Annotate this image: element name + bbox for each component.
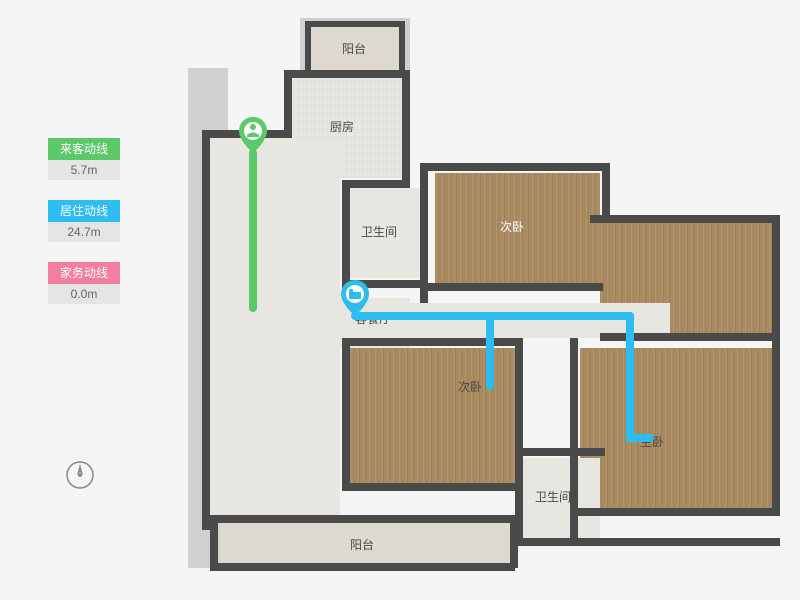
legend-item-living: 居住动线 24.7m (48, 200, 120, 242)
wall (515, 538, 780, 546)
legend-label-living: 居住动线 (48, 200, 120, 222)
legend-item-housework: 家务动线 0.0m (48, 262, 120, 304)
legend-value-living: 24.7m (48, 222, 120, 242)
wall (305, 21, 405, 27)
wall (402, 70, 410, 185)
wall (210, 563, 515, 571)
label-bedroom-sw: 次卧 (458, 378, 482, 395)
legend: 来客动线 5.7m 居住动线 24.7m 家务动线 0.0m (48, 138, 120, 324)
wall (600, 333, 780, 341)
wall (284, 70, 409, 78)
room-bedroom-sw (350, 348, 515, 483)
marker-bed (341, 280, 369, 316)
label-bathroom1: 卫生间 (361, 223, 397, 240)
wall (342, 180, 410, 188)
wall (570, 508, 780, 516)
legend-item-guest: 来客动线 5.7m (48, 138, 120, 180)
wall (284, 70, 292, 138)
label-bedroom-master: 主卧 (640, 433, 664, 450)
legend-label-housework: 家务动线 (48, 262, 120, 284)
wall (305, 21, 311, 71)
label-kitchen: 厨房 (330, 118, 354, 135)
wall (420, 163, 428, 303)
wall (590, 215, 780, 223)
wall (420, 163, 610, 171)
room-bedroom-master (580, 348, 775, 513)
wall (428, 283, 603, 291)
wall (202, 515, 517, 523)
wall (602, 163, 610, 223)
wall (515, 338, 523, 538)
wall (202, 130, 210, 530)
label-bedroom-nw: 次卧 (500, 218, 524, 235)
wall (342, 338, 522, 346)
wall (772, 215, 780, 515)
label-balcony-bottom: 阳台 (350, 536, 374, 553)
floorplan: 阳台 厨房 客餐厅 卫生间 次卧 次卧 次卧 主卧 卫生间 阳台 (180, 18, 780, 588)
label-balcony-top: 阳台 (342, 40, 366, 57)
compass-icon (65, 460, 95, 490)
legend-value-housework: 0.0m (48, 284, 120, 304)
wall (210, 523, 218, 568)
wall (342, 483, 522, 491)
legend-label-guest: 来客动线 (48, 138, 120, 160)
marker-entry (239, 117, 267, 153)
label-bathroom2: 卫生间 (535, 488, 571, 505)
wall (515, 448, 605, 456)
legend-value-guest: 5.7m (48, 160, 120, 180)
wall (342, 338, 350, 488)
wall (399, 21, 405, 71)
